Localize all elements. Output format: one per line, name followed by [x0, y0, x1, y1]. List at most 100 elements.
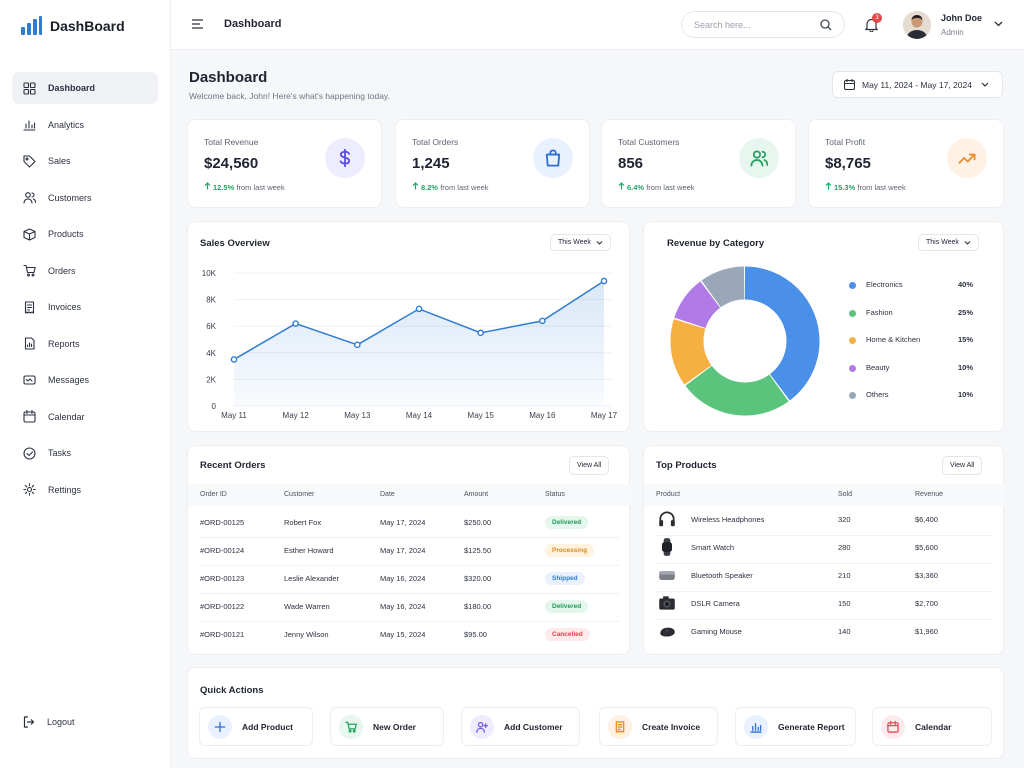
stat-icon — [325, 138, 365, 178]
sidebar-item-label: Rettings — [48, 484, 82, 495]
column-header: Date — [380, 491, 395, 498]
quick-action-calendar[interactable]: Calendar — [872, 707, 992, 746]
stat-card-total-orders: Total Orders 1,245 8.2% from last week — [395, 119, 590, 208]
donut-slice-fashion[interactable] — [670, 266, 820, 416]
legend-label: Home & Kitchen — [866, 335, 921, 344]
donut-slice-home-kitchen[interactable] — [670, 266, 820, 416]
quick-action-create-invoice[interactable]: Create Invoice — [599, 707, 718, 746]
top-products-view-all-button[interactable]: View All — [942, 456, 983, 475]
sidebar-item-orders[interactable]: Orders — [12, 255, 158, 287]
sidebar-item-dashboard[interactable]: Dashboard — [12, 72, 158, 104]
row-divider — [200, 537, 619, 538]
order-id: #ORD-00122 — [200, 602, 245, 611]
revenue-category-title: Revenue by Category — [667, 238, 765, 249]
menu-icon[interactable] — [191, 18, 204, 30]
sidebar-item-rettings[interactable]: Rettings — [12, 474, 158, 506]
sidebar-item-sales[interactable]: Sales — [12, 145, 158, 177]
sidebar-item-label: Calendar — [48, 411, 85, 422]
data-point[interactable] — [539, 317, 546, 325]
revenue-filter-select[interactable]: This Week — [918, 234, 979, 251]
quick-action-label: Calendar — [915, 721, 952, 732]
search-icon[interactable] — [820, 18, 832, 31]
quick-action-add-product[interactable]: Add Product — [199, 707, 313, 746]
product-row[interactable]: DSLR Camera 150 $2,700 — [644, 591, 1005, 619]
sidebar-item-invoices[interactable]: Invoices — [12, 291, 158, 323]
data-point[interactable] — [292, 320, 299, 327]
user-role: Admin — [941, 28, 964, 37]
product-row[interactable]: Smart Watch 280 $5,600 — [644, 535, 1005, 563]
arrow-up-icon — [618, 182, 625, 190]
watch-icon — [656, 536, 678, 558]
product-row[interactable]: Wireless Headphones 320 $6,400 — [644, 507, 1005, 535]
gear-icon — [23, 483, 36, 496]
data-point[interactable] — [477, 329, 484, 337]
product-row[interactable]: Gaming Mouse 140 $1,960 — [644, 619, 1005, 647]
quick-action-generate-report[interactable]: Generate Report — [735, 707, 856, 746]
chevron-down-icon — [596, 240, 603, 245]
sales-line-chart: 0 2K 4K 6K 8K 10K May 11 May 12 May 13 May 14 May … — [202, 269, 618, 420]
sidebar-item-label: Tasks — [48, 448, 72, 458]
order-amount: $125.50 — [464, 546, 492, 555]
bar-chart-icon — [23, 120, 36, 131]
column-header: Product — [656, 491, 681, 498]
data-point[interactable] — [600, 277, 608, 285]
date-range-picker[interactable]: May 11, 2024 - May 17, 2024 — [832, 71, 1003, 98]
sidebar-item-analytics[interactable]: Analytics — [12, 109, 158, 141]
table-header-bg — [644, 484, 1005, 506]
sidebar-item-reports[interactable]: Reports — [12, 328, 158, 360]
brand-name: DashBoard — [50, 18, 125, 34]
stat-icon — [533, 138, 573, 178]
table-row[interactable]: #ORD-00124 Esther Howard May 17, 2024 $125.… — [188, 538, 631, 566]
x-tick-label: May 12 — [283, 411, 310, 420]
brand[interactable]: DashBoard — [20, 15, 125, 37]
quick-action-add-customer[interactable]: Add Customer — [461, 707, 580, 746]
revenue-category-card: Revenue by Category This Week Electronic… — [643, 221, 1004, 432]
table-row[interactable]: #ORD-00123 Leslie Alexander May 16, 2024 $3… — [188, 566, 631, 594]
revenue-donut-chart — [670, 266, 820, 416]
donut-slice-electronics[interactable] — [670, 266, 820, 416]
search-placeholder: Search here... — [694, 19, 751, 30]
headphones-icon — [656, 508, 678, 530]
add-user-icon — [476, 721, 488, 733]
sidebar-item-customers[interactable]: Customers — [12, 182, 158, 214]
search-input[interactable]: Search here... — [681, 11, 845, 38]
stat-value: $8,765 — [825, 155, 871, 172]
table-row[interactable]: #ORD-00125 Robert Fox May 17, 2024 $250.00 D… — [188, 510, 631, 538]
order-id: #ORD-00124 — [200, 546, 245, 555]
order-id: #ORD-00123 — [200, 574, 245, 583]
stat-value: $24,560 — [204, 155, 259, 172]
product-row[interactable]: Bluetooth Speaker 210 $3,360 — [644, 563, 1005, 591]
quick-action-new-order[interactable]: New Order — [330, 707, 444, 746]
legend-dot — [849, 364, 856, 372]
sidebar-item-label: Products — [48, 229, 84, 239]
sidebar-item-label: Orders — [48, 265, 76, 276]
order-amount: $95.00 — [464, 630, 487, 639]
column-header: Order ID — [200, 491, 227, 498]
quick-actions-title: Quick Actions — [200, 685, 264, 696]
sales-overview-card: Sales Overview This Week 0 2K 4K 6K 8K 10K May… — [187, 221, 630, 432]
user-name: John Doe — [941, 13, 983, 23]
quick-action-label: Add Customer — [504, 721, 563, 732]
quick-action-icon — [470, 714, 494, 739]
chevron-down-icon[interactable] — [994, 21, 1003, 27]
table-row[interactable]: #ORD-00122 Wade Warren May 16, 2024 $180.00… — [188, 594, 631, 622]
data-point[interactable] — [415, 305, 423, 313]
sidebar-item-messages[interactable]: Messages — [12, 364, 158, 396]
sidebar-item-calendar[interactable]: Calendar — [12, 401, 158, 433]
avatar[interactable] — [903, 11, 931, 39]
table-row[interactable]: #ORD-00121 Jenny Wilson May 15, 2024 $95.00… — [188, 622, 631, 650]
recent-orders-title: Recent Orders — [200, 460, 266, 471]
sidebar-item-products[interactable]: Products — [12, 218, 158, 250]
sidebar-item-tasks[interactable]: Tasks — [12, 437, 158, 469]
stat-change-suffix: from last week — [857, 183, 906, 192]
sales-filter-select[interactable]: This Week — [550, 234, 611, 251]
data-point[interactable] — [354, 341, 361, 349]
column-header: Sold — [838, 491, 853, 498]
view-all-label: View All — [950, 462, 975, 469]
logout-button[interactable]: Logout — [23, 716, 75, 728]
calendar-icon — [23, 410, 36, 423]
data-point[interactable] — [230, 356, 238, 363]
legend-dot — [849, 282, 856, 289]
column-header: Amount — [464, 491, 489, 498]
recent-orders-view-all-button[interactable]: View All — [569, 456, 610, 475]
